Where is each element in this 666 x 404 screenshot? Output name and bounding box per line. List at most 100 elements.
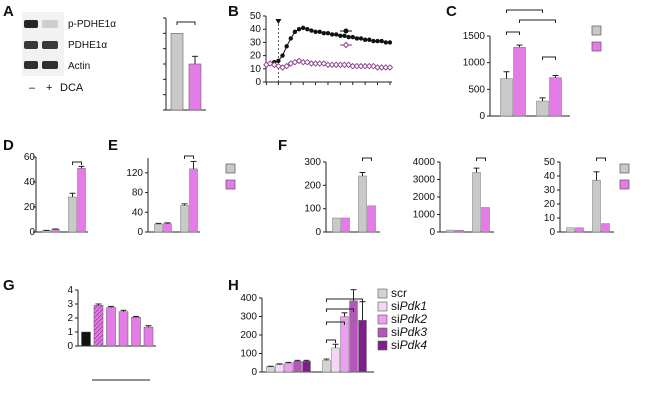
blot-label-p-pdhe1a: p-PDHE1α <box>68 19 116 30</box>
data-point <box>361 62 369 70</box>
data-point <box>375 38 380 44</box>
bar <box>601 223 610 233</box>
data-point <box>321 30 327 36</box>
y-tick-label: 0 <box>315 227 321 238</box>
data-point <box>305 27 310 32</box>
bar <box>293 361 302 373</box>
bar <box>131 317 141 347</box>
legend-swatch <box>591 41 602 52</box>
y-tick-label: 0 <box>67 341 73 352</box>
y-tick-label: 200 <box>304 180 321 191</box>
legend-swatch <box>225 163 236 174</box>
significance-bracket <box>519 19 556 23</box>
significance-bracket <box>326 339 336 343</box>
data-point <box>324 61 332 69</box>
y-tick-label: 40 <box>132 207 144 218</box>
chart-c-glucose-uptake: 0 500 1000 1500 <box>463 9 602 122</box>
bar <box>163 223 172 233</box>
blot-label-actin: Actin <box>68 61 90 72</box>
y-tick-label: 500 <box>468 84 485 95</box>
y-tick-label: 30 <box>544 185 556 196</box>
bar <box>81 331 91 347</box>
panel-letter-a: A <box>3 3 14 20</box>
panel-letter-d: D <box>3 137 14 154</box>
significance-bracket <box>506 9 543 13</box>
legend-label: siPdk2 <box>391 312 427 326</box>
y-tick-label: 3000 <box>413 175 436 186</box>
data-point <box>276 58 281 64</box>
significance-bracket <box>326 308 354 312</box>
data-point <box>387 40 393 45</box>
data-point <box>296 27 302 32</box>
panel-letter-e: E <box>108 137 118 154</box>
bar <box>42 230 51 233</box>
data-point <box>309 28 314 33</box>
data-point <box>386 64 394 71</box>
data-point <box>312 60 319 67</box>
legend-gene: Pdk4 <box>400 338 428 352</box>
y-tick-label: 1 <box>67 327 73 338</box>
panel-letter-c: C <box>446 3 457 20</box>
panel-letter-f: F <box>278 137 287 154</box>
chart-a-pdhe1a-ratio <box>163 17 206 111</box>
chart-b-ecar: 0 10 20 30 40 50 <box>250 11 394 88</box>
y-tick-label: 40 <box>250 24 262 35</box>
bar <box>170 33 184 111</box>
bar <box>180 205 189 233</box>
chart-f-il6: 0 1000 2000 3000 4000 <box>413 157 494 238</box>
y-tick-label: 40 <box>24 177 36 188</box>
bar <box>332 217 341 233</box>
significance-bracket <box>326 298 363 302</box>
legend-gene: Pdk1 <box>400 299 427 313</box>
y-tick-label: 0 <box>479 111 485 122</box>
data-point <box>280 53 285 58</box>
data-point <box>374 64 381 71</box>
significance-bracket <box>542 56 556 60</box>
significance-bracket <box>326 321 345 325</box>
y-tick-label: 0 <box>137 227 143 238</box>
data-point <box>379 38 384 44</box>
panel-letter-b: B <box>228 3 239 20</box>
significance-bracket <box>184 155 194 159</box>
y-tick-label: 120 <box>126 168 143 179</box>
data-point <box>383 40 389 45</box>
blot-band <box>24 41 38 49</box>
data-point <box>366 62 373 70</box>
legend-gene: Pdk3 <box>400 325 428 339</box>
legend-marker <box>342 41 350 49</box>
legend-swatch <box>591 25 602 36</box>
bar <box>275 364 284 373</box>
blot-band <box>24 20 38 28</box>
legend-prefix: si <box>391 312 400 326</box>
y-tick-label: 1000 <box>463 58 486 69</box>
legend-label: siPdk4 <box>391 338 427 352</box>
bar <box>472 172 481 233</box>
significance-bracket <box>506 31 520 35</box>
bar <box>118 311 129 347</box>
data-point <box>342 33 347 38</box>
data-point <box>332 61 340 69</box>
blot-band <box>42 41 58 49</box>
y-tick-label: 0 <box>29 227 35 238</box>
significance-bracket <box>596 157 606 161</box>
chart-f-il1b: 0 100 200 300 <box>304 157 380 238</box>
y-tick-label: 200 <box>240 330 257 341</box>
y-tick-label: 400 <box>240 293 257 304</box>
legend-marker <box>343 28 349 34</box>
bar <box>154 223 163 233</box>
significance-bracket <box>362 157 372 161</box>
bar <box>322 360 331 373</box>
bar <box>302 361 311 373</box>
data-point <box>378 64 385 71</box>
data-point <box>357 62 365 70</box>
legend-swatch <box>377 340 388 351</box>
data-point <box>345 61 352 69</box>
bar <box>358 319 367 373</box>
data-point <box>288 36 293 41</box>
data-point <box>338 33 343 38</box>
legend-prefix: si <box>391 325 400 339</box>
lps-arrow <box>275 19 282 24</box>
legend-label: scr <box>391 286 407 300</box>
data-point <box>308 60 315 67</box>
data-point <box>334 32 339 37</box>
